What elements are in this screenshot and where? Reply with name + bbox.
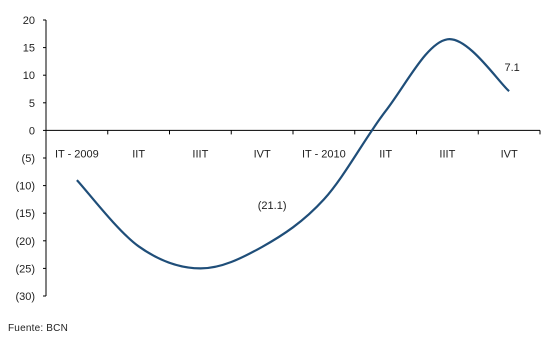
y-tick-label: (10)	[15, 181, 35, 193]
data-label: 7.1	[504, 62, 519, 74]
x-tick-label: IIT	[132, 148, 145, 160]
y-tick-label: (5)	[22, 153, 35, 165]
x-tick-label: IT - 2009	[55, 148, 99, 160]
x-tick-label: IVT	[501, 148, 518, 160]
y-axis: 20 15 10 5 0 (5) (10) (15) (20) (25) (30)	[15, 15, 47, 303]
x-axis: IT - 2009 IIT IIIT IVT IT - 2010 IIT IIIT IVT	[45, 129, 541, 160]
x-tick-label: IIIT	[192, 148, 208, 160]
series-group	[76, 38, 510, 270]
x-tick-label: IT - 2010	[302, 148, 346, 160]
y-tick-label: 10	[23, 70, 35, 82]
x-tick-label: IVT	[254, 148, 271, 160]
source-note: Fuente: BCN	[8, 323, 69, 334]
y-tick-label: 5	[29, 98, 35, 110]
y-tick-label: (30)	[15, 291, 35, 303]
series-line	[76, 38, 510, 270]
data-label: (21.1)	[258, 200, 287, 212]
y-tick-label: 20	[23, 15, 35, 27]
y-tick-label: (25)	[15, 263, 35, 275]
x-tick-label: IIT	[379, 148, 392, 160]
x-tick-label: IIIT	[439, 148, 455, 160]
y-tick-label: 15	[23, 43, 35, 55]
y-tick-label: (15)	[15, 208, 35, 220]
data-labels: (21.1) 7.1	[258, 62, 520, 212]
y-tick-label: 0	[29, 125, 35, 137]
y-tick-label: (20)	[15, 236, 35, 248]
